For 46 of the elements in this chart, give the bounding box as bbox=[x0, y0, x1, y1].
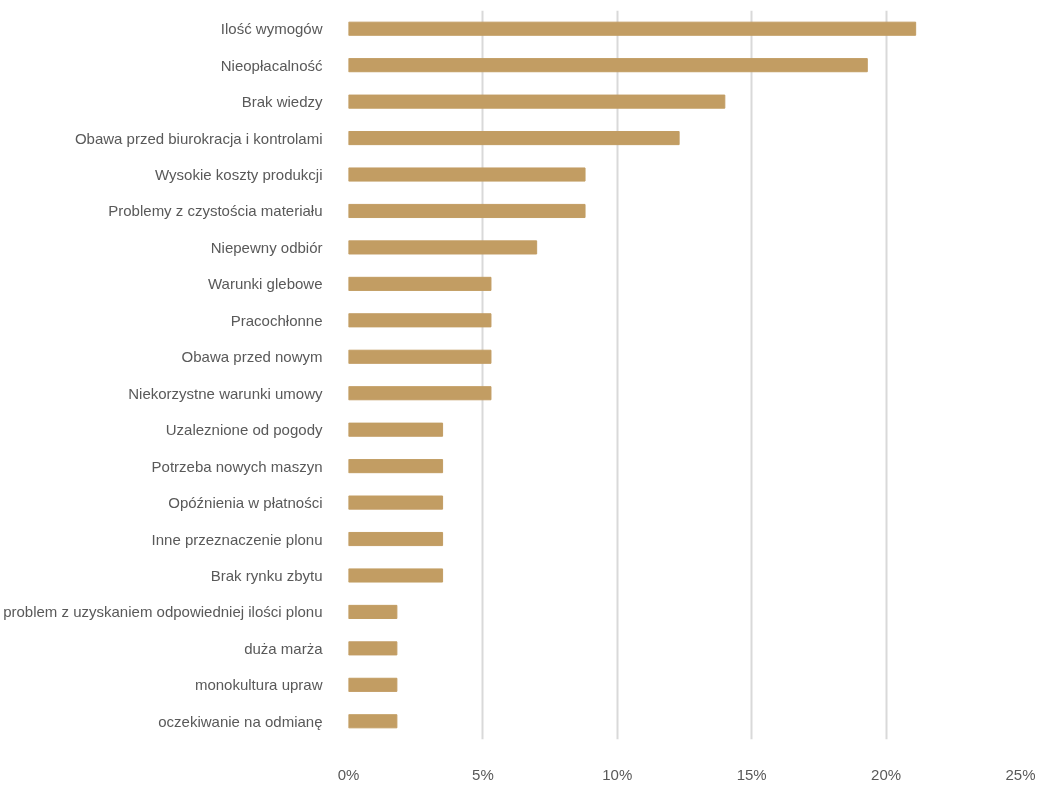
x-tick-label: 10% bbox=[602, 765, 633, 783]
y-tick-label: Potrzeba nowych maszyn bbox=[151, 457, 323, 475]
bar bbox=[348, 531, 444, 547]
bar bbox=[348, 313, 492, 328]
bar bbox=[348, 714, 398, 729]
y-tick-label: monokultura upraw bbox=[194, 676, 323, 694]
y-tick-label: Uzaleznione od pogody bbox=[165, 421, 323, 439]
bar bbox=[348, 94, 726, 109]
y-tick-label: Obawa przed biurokracja i kontrolami bbox=[74, 129, 323, 147]
bar bbox=[348, 641, 398, 656]
y-tick-label: Problemy z czystościa materiału bbox=[108, 202, 323, 220]
bar bbox=[348, 203, 586, 219]
bar bbox=[348, 131, 680, 146]
bar bbox=[348, 58, 868, 73]
x-tick-label: 20% bbox=[871, 765, 902, 783]
bar bbox=[348, 677, 398, 692]
y-tick-label: Brak wiedzy bbox=[241, 93, 323, 111]
y-tick-label: oczekiwanie na odmianę bbox=[158, 712, 323, 730]
x-tick-label: 25% bbox=[1005, 765, 1036, 783]
y-tick-label: Warunki glebowe bbox=[208, 275, 323, 293]
bar bbox=[348, 568, 444, 583]
bar bbox=[348, 459, 444, 474]
y-tick-label: duża marża bbox=[244, 639, 324, 657]
y-tick-label: Niekorzystne warunki umowy bbox=[128, 384, 323, 402]
x-tick-label: 0% bbox=[337, 765, 360, 783]
y-tick-label: problem z uzyskaniem odpowiedniej ilości plonu bbox=[3, 603, 323, 621]
y-tick-label: Inne przeznaczenie plonu bbox=[151, 530, 323, 548]
bar bbox=[348, 386, 492, 401]
x-tick-label: 15% bbox=[736, 765, 767, 783]
y-tick-label: Ilość wymogów bbox=[220, 20, 323, 38]
bar bbox=[348, 495, 444, 510]
x-tick-label: 5% bbox=[472, 765, 494, 783]
bar bbox=[348, 21, 917, 36]
bar bbox=[348, 276, 492, 291]
bar bbox=[348, 349, 492, 364]
bar bbox=[348, 167, 586, 182]
bar bbox=[348, 604, 398, 619]
y-tick-label: Brak rynku zbytu bbox=[210, 566, 323, 584]
y-tick-label: Niepewny odbiór bbox=[210, 238, 323, 256]
bar bbox=[348, 240, 538, 255]
bar bbox=[348, 422, 444, 437]
y-tick-label: Wysokie koszty produkcji bbox=[155, 166, 323, 184]
y-tick-label: Nieopłacalność bbox=[220, 56, 323, 74]
y-tick-label: Opóźnienia w płatności bbox=[168, 494, 323, 512]
y-tick-label: Obawa przed nowym bbox=[181, 348, 323, 366]
y-tick-label: Pracochłonne bbox=[230, 311, 323, 329]
